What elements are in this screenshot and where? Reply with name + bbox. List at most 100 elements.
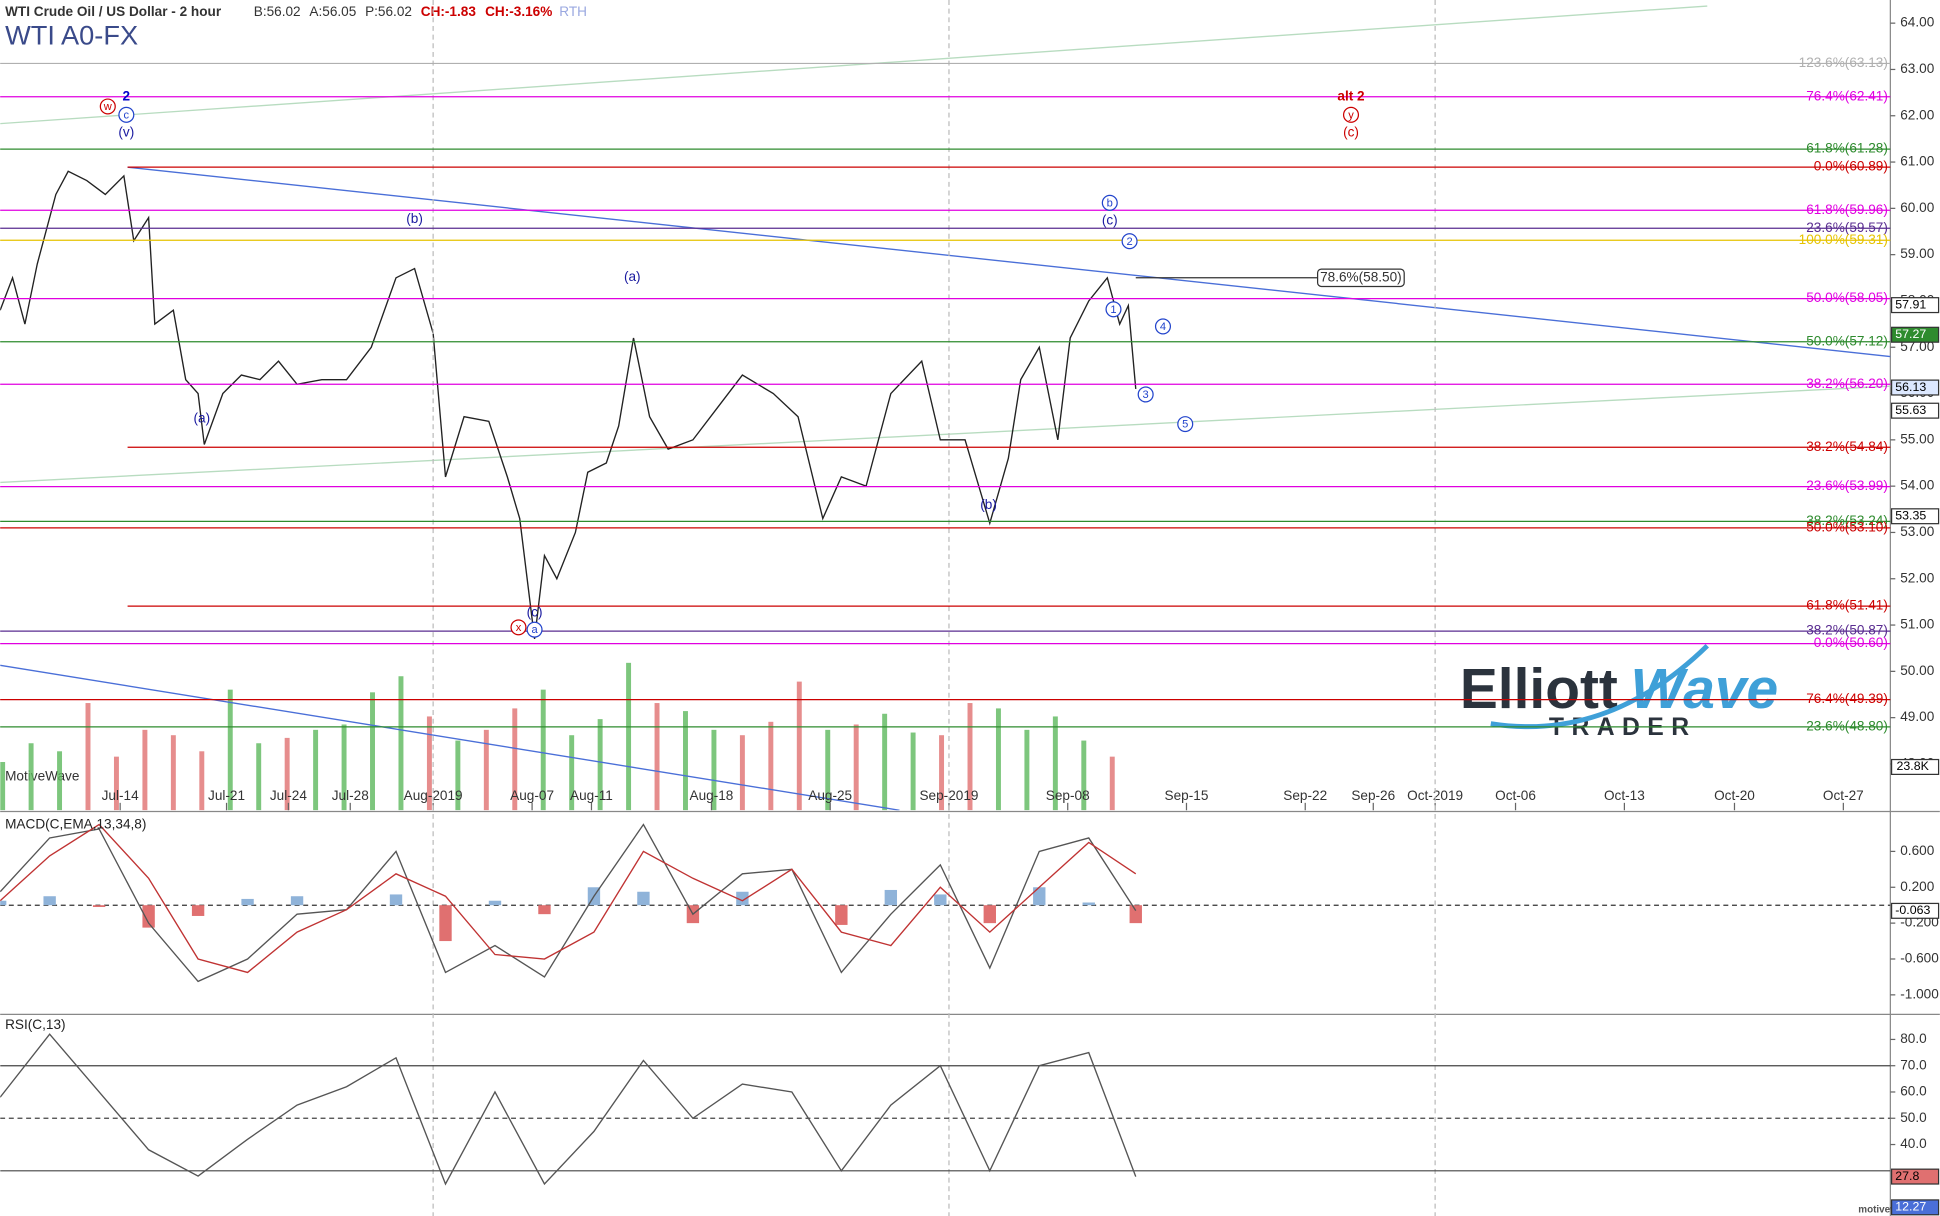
volume-bar xyxy=(170,735,176,811)
wave-text: (v) xyxy=(118,125,134,140)
volume-bar xyxy=(739,735,745,811)
wave-label: (b) xyxy=(406,211,423,226)
y-tick-label: -0.600 xyxy=(1900,951,1939,966)
x-tick-label: Sep-08 xyxy=(1046,788,1090,803)
fib-level-label: 38.2%(50.87) xyxy=(1806,623,1888,638)
volume-bar xyxy=(853,724,859,811)
y-tick-label: 63.00 xyxy=(1900,61,1934,76)
volume-bar xyxy=(939,735,945,811)
quote-change-pct: CH:-3.16% xyxy=(485,4,552,19)
panel-title: MACD(C,EMA,13,34,8) xyxy=(5,817,146,832)
wave-circle xyxy=(510,619,527,636)
x-tick-label: Oct-06 xyxy=(1495,788,1536,803)
quote-bid: B:56.02 xyxy=(254,4,301,19)
x-tick-label: Jul-24 xyxy=(270,788,307,803)
fib-level-label: 50.0%(53.10) xyxy=(1806,519,1888,534)
wave-label: 4 xyxy=(1154,318,1172,335)
y-tick-label: 53.00 xyxy=(1900,524,1934,539)
wave-circle xyxy=(526,621,543,638)
wave-label: a xyxy=(526,621,543,638)
wave-label: (a) xyxy=(624,269,641,284)
quote-ask: A:56.05 xyxy=(309,4,356,19)
panel-title: RSI(C,13) xyxy=(5,1017,65,1032)
wave-label: (v) xyxy=(118,125,134,140)
fib-level-label: 0.0%(60.89) xyxy=(1814,159,1888,174)
volume-bar xyxy=(569,735,575,811)
volume-bar xyxy=(910,732,916,811)
histogram-bar xyxy=(637,891,650,906)
volume-bar xyxy=(341,724,347,811)
x-tick-label: Oct-20 xyxy=(1714,788,1755,803)
chart-title: WTI Crude Oil / US Dollar - 2 hour xyxy=(5,4,222,19)
histogram-bar xyxy=(241,898,254,906)
x-tick-label: Aug-07 xyxy=(510,788,554,803)
wave-circle xyxy=(1342,106,1360,123)
wave-text: a xyxy=(531,624,538,636)
x-tick-label: Aug-18 xyxy=(690,788,734,803)
wave-label: 2 xyxy=(1121,233,1138,250)
y-tick-label: 54.00 xyxy=(1900,478,1934,493)
histogram-bar xyxy=(439,905,452,942)
y-tick-label: 60.0 xyxy=(1900,1084,1927,1099)
quote-change: CH:-1.83 xyxy=(421,4,477,19)
volume-bar xyxy=(882,713,888,811)
y-tick-label: 0.600 xyxy=(1900,843,1934,858)
price-tag-box xyxy=(1890,379,1940,396)
volume-bar xyxy=(825,729,831,811)
y-tick-label: 55.00 xyxy=(1900,431,1934,446)
trendline xyxy=(0,664,900,811)
fib-level-label: 38.2%(56.20) xyxy=(1806,376,1888,391)
volume-bar xyxy=(455,740,461,811)
wave-circle xyxy=(1154,318,1172,335)
volume-bar xyxy=(995,708,1001,811)
wave-label: y xyxy=(1342,106,1360,123)
y-tick-label: 59.00 xyxy=(1900,246,1934,261)
wave-label: (a) xyxy=(193,410,210,425)
price-tag-box xyxy=(1890,402,1940,419)
price-tag: 56.13 xyxy=(1895,380,1926,394)
volume-bar xyxy=(654,703,660,811)
volume-bar xyxy=(57,751,63,811)
watermark: MotiveWave xyxy=(5,768,79,783)
y-tick-label: 61.00 xyxy=(1900,154,1934,169)
price-tag: 57.91 xyxy=(1895,297,1926,311)
y-tick-label: 40.0 xyxy=(1900,1136,1927,1151)
volume-bar xyxy=(711,729,717,811)
histogram-bar xyxy=(736,891,749,906)
fib-level-label: 78.6%(58.50) xyxy=(1320,269,1402,284)
volume-bar xyxy=(483,729,489,811)
price-tag: 55.63 xyxy=(1895,403,1926,417)
volume-bar xyxy=(398,676,404,811)
wave-label: (c) xyxy=(1102,213,1118,228)
wave-text: (a) xyxy=(193,410,210,425)
volume-bar xyxy=(626,662,632,811)
fib-level-label: 23.6%(59.57) xyxy=(1806,220,1888,235)
volume-bar xyxy=(227,689,233,811)
volume-bar xyxy=(113,756,119,811)
x-tick-label: Jul-14 xyxy=(102,788,139,803)
volume-bar xyxy=(313,729,319,811)
logo: Elliott Wave TRADER xyxy=(1460,643,1778,741)
fib-level-label: 0.0%(50.60) xyxy=(1814,635,1888,650)
price-tag: -0.063 xyxy=(1895,903,1930,917)
histogram-bar xyxy=(0,900,7,906)
wave-text: c xyxy=(124,109,130,121)
histogram-bar xyxy=(1082,902,1095,906)
wave-text: 5 xyxy=(1182,419,1188,431)
volume-bar xyxy=(967,703,973,811)
histogram-bar xyxy=(1033,887,1046,906)
volume-bar xyxy=(1024,729,1030,811)
wave-text: (b) xyxy=(406,211,423,226)
wave-label: 2 xyxy=(123,89,131,104)
price-tag-box xyxy=(1890,508,1940,525)
wave-circle xyxy=(1177,416,1194,433)
x-tick-label: Aug-25 xyxy=(808,788,852,803)
volume-bar xyxy=(1109,756,1115,811)
y-tick-label: 64.00 xyxy=(1900,15,1934,30)
x-tick-label: Sep-26 xyxy=(1351,788,1395,803)
fib-level-label: 76.4%(49.39) xyxy=(1806,691,1888,706)
wave-text: (c) xyxy=(1343,125,1359,140)
logo-word: TRADER xyxy=(1549,714,1697,741)
y-tick-label: -1.000 xyxy=(1900,986,1939,1001)
